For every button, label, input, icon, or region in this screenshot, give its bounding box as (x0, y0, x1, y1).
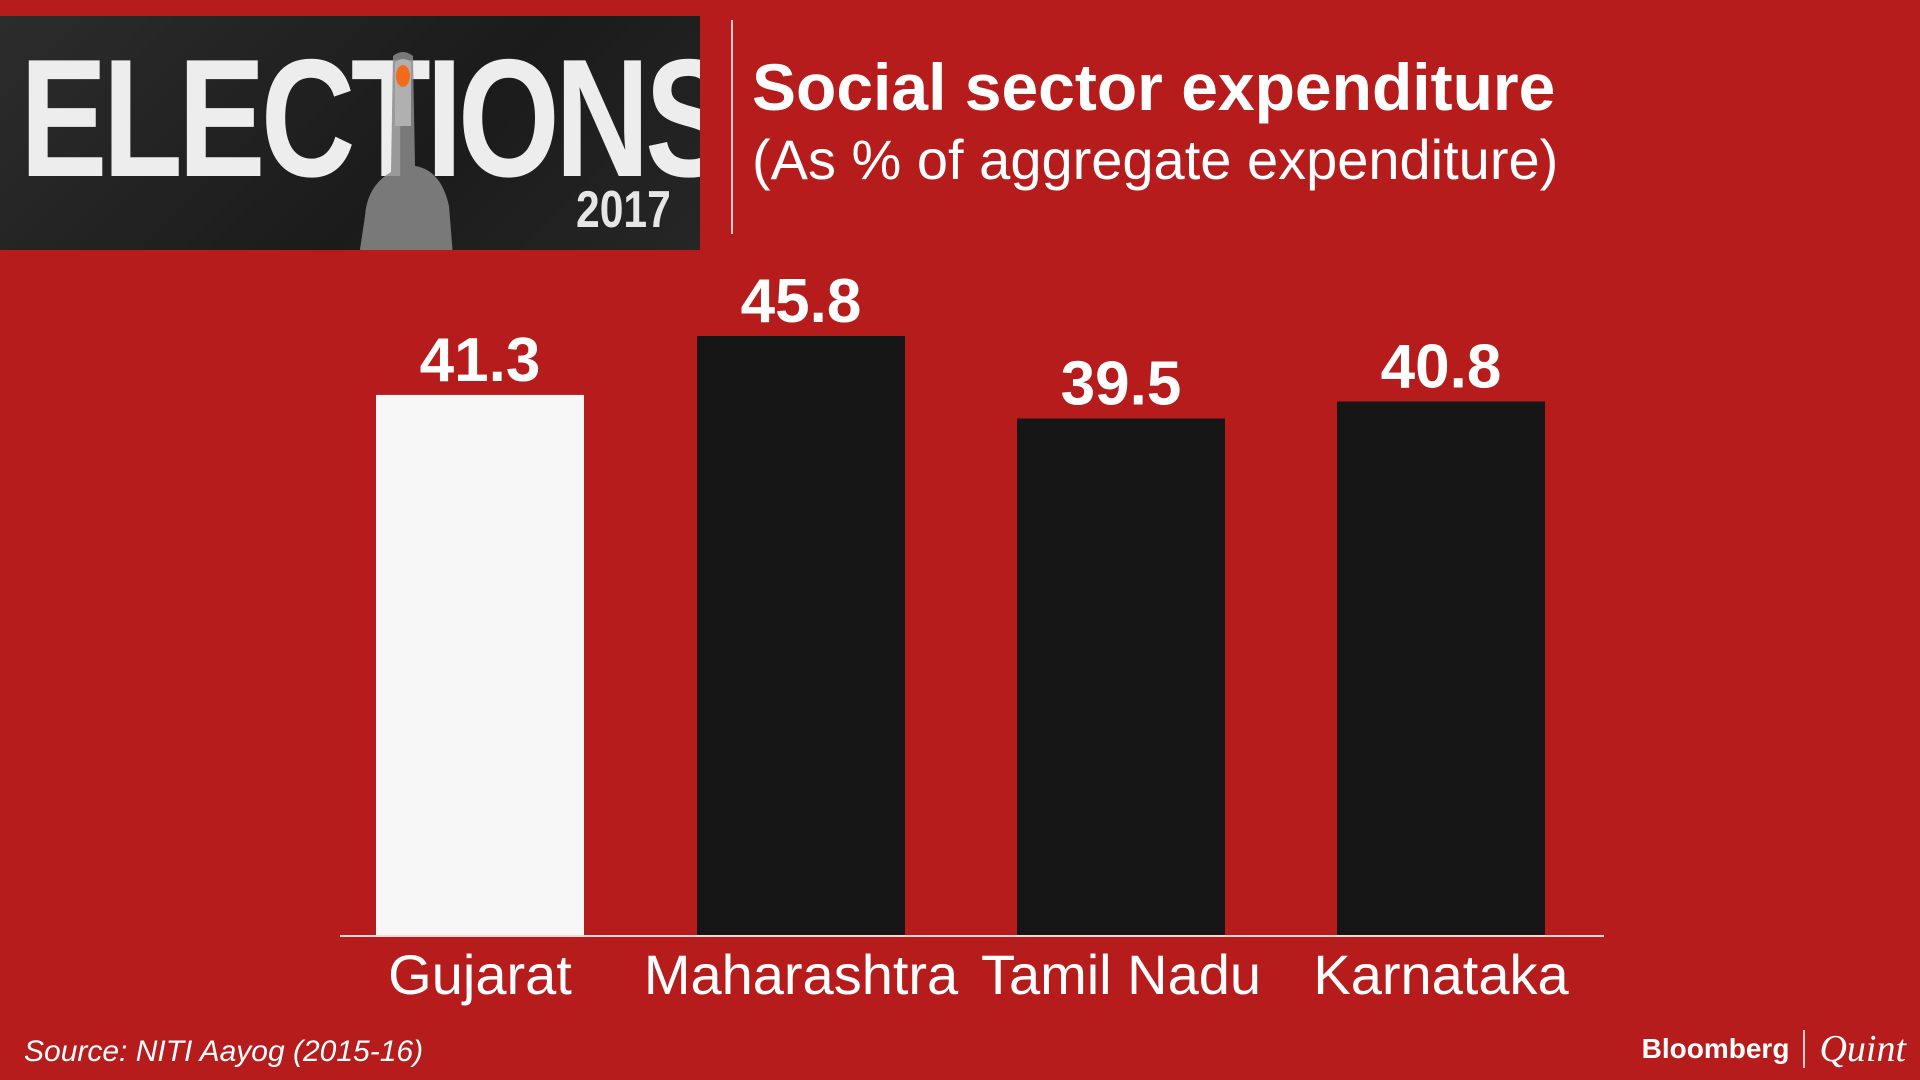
category-label: Karnataka (1313, 943, 1569, 1006)
chart-title: Social sector expenditure (752, 50, 1556, 124)
value-label: 39.5 (1061, 350, 1182, 419)
banner-word: ELECTIONS (20, 24, 700, 212)
category-label: Maharashtra (644, 943, 959, 1006)
value-label: 40.8 (1381, 333, 1502, 402)
category-label: Gujarat (388, 943, 572, 1006)
chart-subtitle: (As % of aggregate expenditure) (752, 128, 1559, 191)
brand-quint: Quint (1819, 1028, 1906, 1070)
source-note: Source: NITI Aayog (2015-16) (24, 1035, 424, 1068)
header-divider (731, 20, 733, 234)
value-label: 45.8 (741, 267, 862, 336)
category-label: Tamil Nadu (981, 943, 1261, 1006)
bar-tamil-nadu (1017, 418, 1225, 937)
brand-logo: Bloomberg Quint (1642, 1026, 1906, 1072)
brand-bloomberg: Bloomberg (1641, 1033, 1790, 1064)
bar-maharashtra (697, 336, 905, 936)
bar-gujarat (376, 394, 584, 936)
brand-divider (1803, 1030, 1806, 1068)
inked-finger-icon (359, 52, 453, 250)
elections-banner: ELECTIONS 2017 (0, 16, 700, 250)
value-label: 41.3 (420, 326, 541, 395)
bar-karnataka (1337, 401, 1545, 936)
banner-year: 2017 (576, 181, 671, 239)
